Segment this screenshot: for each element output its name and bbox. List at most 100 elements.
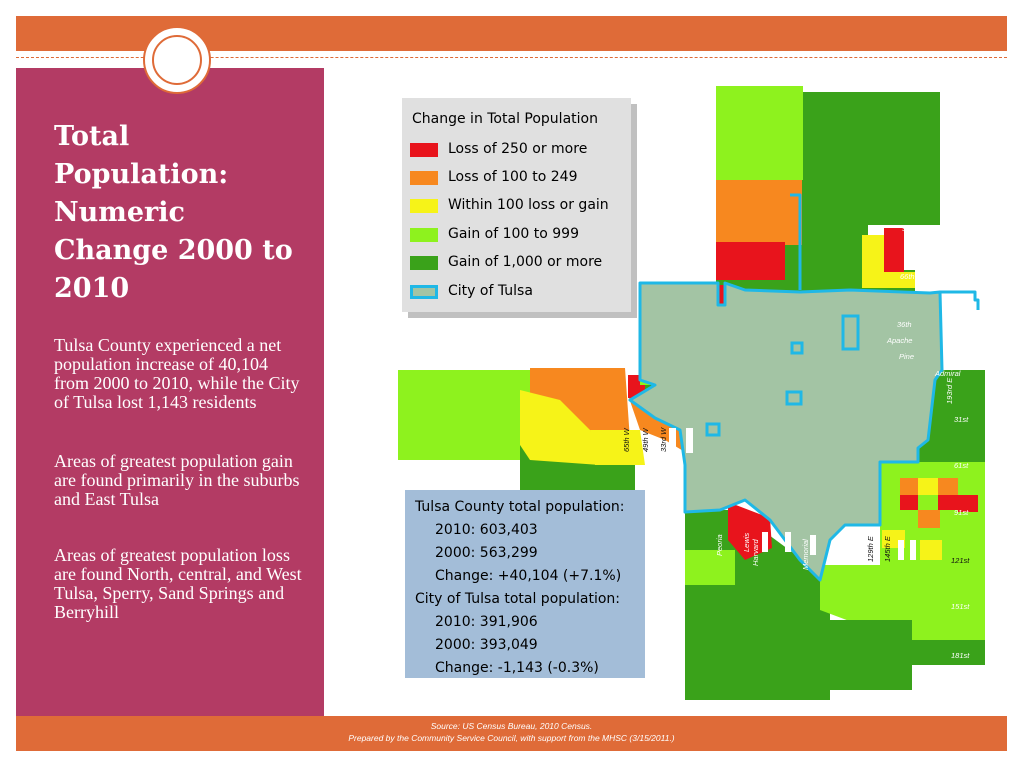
map-legend: Change in Total Population Loss of 250 o… — [402, 98, 631, 312]
street-label-66th: 66th — [900, 272, 915, 281]
street-label-harvard: Harvard — [751, 538, 760, 566]
street-label-49th-w: 49th W — [641, 427, 650, 452]
city-island-2 — [790, 341, 804, 355]
legend-label: Loss of 100 to 249 — [448, 169, 578, 185]
street-label-garnett: Garnett — [845, 534, 854, 560]
street-label-145th-e: 145th E — [883, 535, 892, 562]
street-label-91st: 91st — [954, 508, 969, 517]
region-east-red-1 — [900, 495, 918, 510]
legend-label: Gain of 1,000 or more — [448, 254, 603, 270]
region-west-lightgreen — [398, 370, 540, 460]
stats-county-2000: 2000: 563,299 — [435, 545, 538, 561]
street-label-96th: 96th — [902, 224, 917, 233]
legend-item-gain-100: Gain of 100 to 999 — [410, 226, 625, 244]
street-label-151st: 151st — [951, 602, 970, 611]
street-label-36th: 36th — [897, 320, 912, 329]
paragraph-gain-areas: Areas of greatest population gain are fo… — [54, 451, 300, 509]
street-stub — [686, 428, 693, 453]
region-south-red — [728, 502, 772, 560]
stats-city-2000: 2000: 393,049 — [435, 637, 538, 653]
region-east-yellow-1 — [918, 478, 938, 495]
stats-county-change: Change: +40,104 (+7.1%) — [435, 568, 622, 584]
legend-swatch — [410, 143, 438, 157]
street-label-33rd-w: 33rd W — [659, 427, 668, 452]
legend-swatch — [410, 256, 438, 270]
street-label-181st: 181st — [951, 651, 970, 660]
decorative-ring-icon — [143, 26, 211, 94]
region-north-red-2 — [884, 228, 904, 272]
paragraph-loss-areas: Areas of greatest population loss are fo… — [54, 545, 302, 622]
stats-city-2010: 2010: 391,906 — [435, 614, 538, 630]
left-text-panel: Total Population: Numeric Change 2000 to… — [16, 68, 324, 716]
street-label-peoria: Peoria — [715, 534, 724, 556]
street-stub — [850, 535, 856, 557]
legend-item-within-100: Within 100 loss or gain — [410, 197, 625, 215]
legend-item-gain-1000: Gain of 1,000 or more — [410, 254, 625, 272]
region-south-lightgreen — [685, 550, 735, 585]
legend-label: Gain of 100 to 999 — [448, 226, 579, 242]
city-island-1 — [841, 314, 860, 351]
legend-swatch — [410, 228, 438, 242]
region-north-orange — [716, 180, 802, 245]
city-island-3 — [785, 390, 803, 406]
region-north-yellow-1 — [862, 235, 884, 272]
legend-label: Loss of 250 or more — [448, 141, 588, 157]
street-label-61st: 61st — [954, 461, 969, 470]
legend-item-loss-100: Loss of 100 to 249 — [410, 169, 625, 187]
street-label-apache: Apache — [886, 336, 912, 345]
decorative-ring-inner — [152, 35, 202, 85]
region-east-red-3 — [958, 495, 978, 512]
street-stub — [898, 540, 904, 560]
city-of-tulsa-area — [628, 281, 944, 582]
city-island-4 — [705, 422, 721, 437]
legend-swatch — [410, 285, 438, 299]
region-north-lightgreen — [716, 86, 803, 180]
stats-county-2010: 2010: 603,403 — [435, 522, 538, 538]
street-label-lewis: Lewis — [742, 533, 751, 552]
legend-swatch — [410, 199, 438, 213]
street-label-memorial: Memorial — [801, 539, 810, 570]
region-east-orange-3 — [918, 510, 940, 528]
street-label-admiral: Admiral — [934, 369, 961, 378]
legend-swatch — [410, 171, 438, 185]
region-east-orange-1 — [900, 478, 918, 495]
stats-county-heading: Tulsa County total population: — [415, 499, 625, 515]
region-east-yellow-3 — [920, 540, 942, 560]
city-outline-east-branch — [940, 290, 980, 310]
footer-source: Source: US Census Bureau, 2010 Census. — [430, 721, 593, 731]
legend-item-loss-250: Loss of 250 or more — [410, 141, 625, 159]
paragraph-net-change: Tulsa County experienced a net populatio… — [54, 335, 300, 412]
region-west-yellow-2 — [590, 430, 645, 465]
legend-label: City of Tulsa — [448, 283, 533, 299]
slide-title: Total Population: Numeric Change 2000 to… — [54, 121, 293, 304]
street-stub — [669, 428, 676, 453]
footer-bar: Source: US Census Bureau, 2010 Census. P… — [16, 716, 1007, 751]
region-west-yellow — [520, 390, 600, 465]
region-west-orange — [530, 368, 630, 450]
stats-city-heading: City of Tulsa total population: — [415, 591, 621, 607]
legend-item-city-of-tulsa: City of Tulsa — [410, 283, 625, 301]
region-east-orange-2 — [938, 478, 958, 495]
street-label-193rd-e: 193rd E — [945, 377, 954, 404]
region-north-yellow-2 — [862, 272, 915, 288]
stats-city-change: Change: -1,143 (-0.3%) — [435, 660, 599, 676]
street-label-65th-w: 65th W — [622, 427, 631, 452]
legend-label: Within 100 loss or gain — [448, 197, 609, 213]
street-label-121st: 121st — [951, 556, 970, 565]
dashed-divider — [16, 57, 1007, 58]
street-stub — [910, 540, 916, 560]
street-label-129th-e: 129th E — [866, 535, 875, 562]
region-east-red-2 — [938, 495, 958, 510]
street-stub — [762, 532, 768, 552]
street-label-31st: 31st — [954, 415, 969, 424]
legend-title: Change in Total Population — [412, 111, 598, 127]
region-north-red-1 — [716, 242, 785, 280]
footer-prepared-by: Prepared by the Community Service Counci… — [348, 733, 675, 743]
street-stub — [810, 535, 816, 555]
street-label-pine: Pine — [899, 352, 914, 361]
street-label-mingo: Mingo — [835, 538, 844, 558]
region-south-green-3 — [905, 640, 985, 665]
city-outline-north-branch — [790, 193, 802, 290]
region-south-green-2 — [830, 620, 912, 690]
